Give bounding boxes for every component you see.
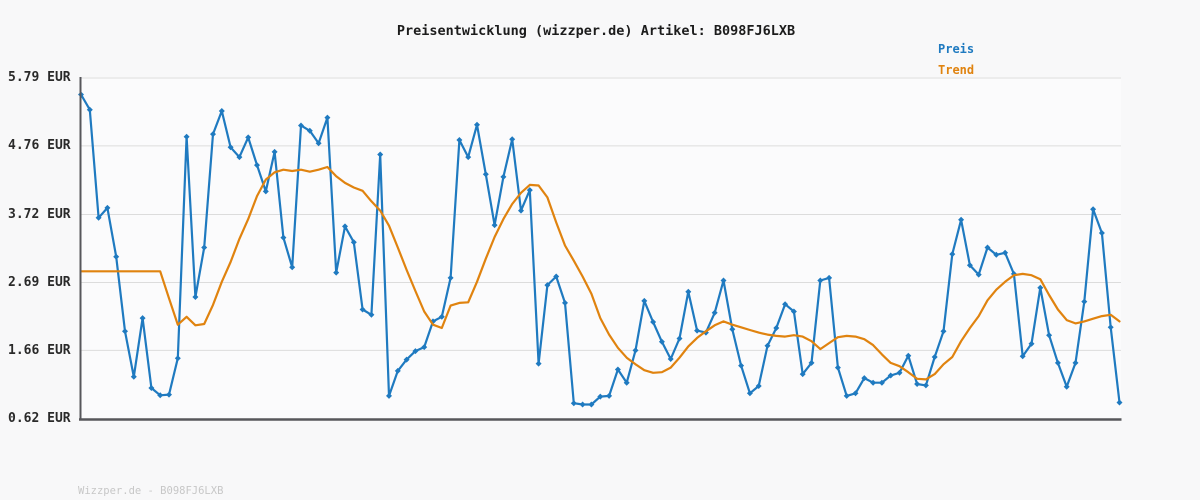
chart-legend: Preis Trend: [938, 39, 974, 81]
trend-line: [79, 165, 1121, 381]
chart-title: Preisentwicklung (wizzper.de) Artikel: B…: [396, 23, 796, 39]
y-tick-label: 0.62 EUR: [8, 411, 71, 426]
legend-item-trend: Trend: [938, 63, 975, 77]
y-tick-label: 4.76 EUR: [8, 138, 71, 153]
legend-item-preis: Preis: [938, 42, 975, 56]
y-tick-label: 3.72 EUR: [8, 207, 71, 222]
y-tick-label: 2.69 EUR: [8, 275, 71, 290]
y-tick-label: 1.66 EUR: [8, 343, 71, 358]
watermark-text: Wizzper.de - B098FJ6LXB: [78, 485, 224, 497]
y-tick-label: 5.79 EUR: [8, 70, 71, 85]
y-axis-labels: 5.79 EUR 4.76 EUR 3.72 EUR 2.69 EUR 1.66…: [8, 0, 78, 500]
